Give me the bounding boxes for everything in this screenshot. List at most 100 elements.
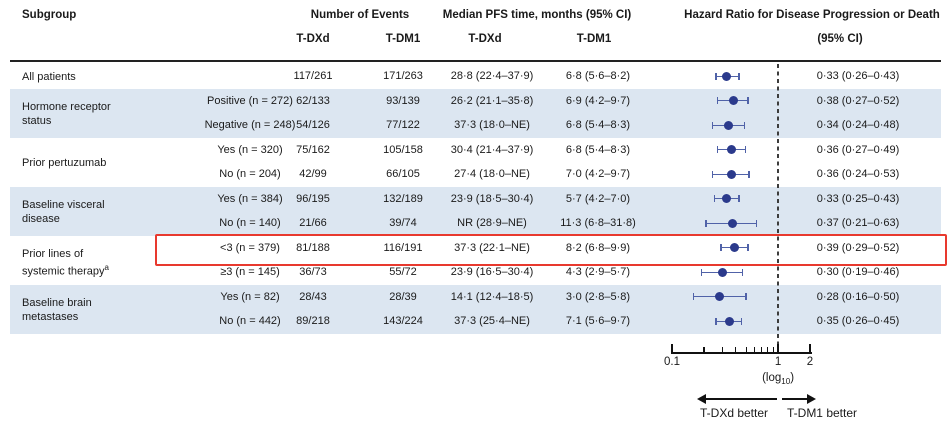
events-tdm1-value: 39/74 xyxy=(389,217,417,229)
subgroup-level-label: Yes (n = 384) xyxy=(217,192,283,205)
ci-cap-high xyxy=(743,121,745,129)
ci-cap-high xyxy=(741,268,743,276)
pfs-tdm1-value: 11·3 (6·8–31·8) xyxy=(560,217,636,229)
pfs-tdxd-value: 27·4 (18·0–NE) xyxy=(454,168,530,180)
hr-point-marker xyxy=(718,267,728,277)
pfs-tdxd-value: 37·3 (25·4–NE) xyxy=(454,315,530,327)
hazard-ratio-value: 0·37 (0·21–0·63) xyxy=(816,217,900,229)
events-tdm1-value: 28/39 xyxy=(389,290,417,303)
pfs-tdm1-value: 8·2 (6·8–9·9) xyxy=(565,241,631,254)
pfs-tdxd-value: NR (28·9–NE) xyxy=(457,217,527,229)
pfs-tdxd-value: 14·1 (12·4–18·5) xyxy=(450,290,534,303)
left-arrow-line xyxy=(706,398,777,400)
ci-cap-low xyxy=(720,244,722,252)
hr-point-marker xyxy=(730,243,740,253)
events-tdxd-value: 42/99 xyxy=(299,168,327,180)
pfs-tdxd-value: 37·3 (18·0–NE) xyxy=(454,119,530,131)
column-header-hazard-ratio: Hazard Ratio for Disease Progression or … xyxy=(684,9,940,21)
pfs-tdm1-value: 7·0 (4·2–9·7) xyxy=(565,168,631,180)
pfs-tdxd-value: 28·8 (22·4–37·9) xyxy=(450,70,534,82)
x-axis-major-tick xyxy=(671,344,673,352)
pfs-tdm1-value: 6·8 (5·6–8·2) xyxy=(565,70,631,82)
events-tdxd-value: 62/133 xyxy=(296,94,330,107)
hazard-ratio-value: 0·28 (0·16–0·50) xyxy=(816,290,900,303)
events-tdxd-value: 117/261 xyxy=(293,70,333,82)
subgroup-label: Prior lines of systemic therapya xyxy=(22,248,109,278)
ci-cap-high xyxy=(744,146,746,154)
events-tdm1-value: 116/191 xyxy=(383,241,423,254)
events-tdm1-value: 132/189 xyxy=(383,192,423,205)
events-tdxd-value: 54/126 xyxy=(296,119,330,131)
subgroup-level-label: Positive (n = 272) xyxy=(207,94,293,107)
subgroup-label: All patients xyxy=(22,71,76,84)
ci-cap-low xyxy=(715,317,717,325)
hr-point-marker xyxy=(722,71,732,81)
ci-cap-high xyxy=(740,317,742,325)
pfs-tdm1-value: 3·0 (2·8–5·8) xyxy=(565,290,631,303)
hazard-ratio-value: 0·36 (0·24–0·53) xyxy=(816,168,900,180)
column-header-events-tdm1: T-DM1 xyxy=(385,33,421,45)
ci-cap-low xyxy=(717,146,719,154)
pfs-tdxd-value: 23·9 (18·5–30·4) xyxy=(450,192,534,205)
subgroup-level-label: <3 (n = 379) xyxy=(220,241,280,254)
hr-point-marker xyxy=(726,145,736,155)
group-band xyxy=(10,186,941,236)
x-axis-minor-tick xyxy=(767,347,769,352)
hr-point-marker xyxy=(722,194,732,204)
x-axis-tick-label: 2 xyxy=(806,356,814,368)
ci-cap-low xyxy=(713,195,715,203)
column-header-subgroup: Subgroup xyxy=(22,9,77,21)
events-tdxd-value: 96/195 xyxy=(296,192,330,205)
pfs-tdm1-value: 6·9 (4·2–9·7) xyxy=(565,94,631,107)
subgroup-level-label: ≥3 (n = 145) xyxy=(220,266,280,278)
events-tdm1-value: 171/263 xyxy=(383,70,423,82)
subgroup-level-label: No (n = 442) xyxy=(219,315,281,327)
pfs-tdm1-value: 6·8 (5·4–8·3) xyxy=(565,119,631,131)
pfs-tdm1-value: 4·3 (2·9–5·7) xyxy=(565,266,631,278)
x-axis-minor-tick xyxy=(722,347,724,352)
subgroup-level-label: Negative (n = 248) xyxy=(204,119,296,131)
tdxd-better-label: T-DXd better xyxy=(699,406,769,420)
ci-cap-high xyxy=(738,195,740,203)
events-tdxd-value: 75/162 xyxy=(296,143,330,156)
events-tdxd-value: 81/188 xyxy=(296,241,330,254)
hr-point-marker xyxy=(726,169,736,179)
x-axis-minor-tick xyxy=(761,347,763,352)
column-header-pfs: Median PFS time, months (95% CI) xyxy=(442,9,632,21)
x-axis-minor-tick xyxy=(735,347,737,352)
pfs-tdxd-value: 23·9 (16·5–30·4) xyxy=(450,266,534,278)
ci-cap-high xyxy=(747,97,749,105)
group-band xyxy=(10,88,941,138)
x-axis-tick-label: 1 xyxy=(774,356,782,368)
x-axis-minor-tick xyxy=(772,347,774,352)
column-header-pfs-tdm1: T-DM1 xyxy=(576,33,612,45)
hazard-ratio-value: 0·38 (0·27–0·52) xyxy=(816,94,900,107)
x-axis-minor-tick xyxy=(703,347,705,352)
events-tdm1-value: 55/72 xyxy=(389,266,417,278)
x-axis-tick-label: 0.1 xyxy=(664,356,680,368)
events-tdxd-value: 89/218 xyxy=(296,315,330,327)
hr-point-marker xyxy=(725,316,735,326)
events-tdm1-value: 143/224 xyxy=(383,315,423,327)
ci-cap-low xyxy=(711,121,714,129)
tdm1-better-label: T-DM1 better xyxy=(786,406,858,420)
footnote-marker: a xyxy=(104,263,109,272)
pfs-tdm1-value: 6·8 (5·4–8·3) xyxy=(565,143,631,156)
ci-cap-high xyxy=(738,72,740,80)
ci-cap-high xyxy=(756,219,758,227)
ci-cap-high xyxy=(745,293,747,301)
x-axis-minor-tick xyxy=(745,347,747,352)
ci-cap-low xyxy=(705,219,707,227)
x-axis-major-tick xyxy=(777,344,779,352)
subgroup-label: Baseline brain metastases xyxy=(22,297,92,323)
hazard-ratio-value: 0·34 (0·24–0·48) xyxy=(816,119,900,131)
column-header-hr-ci: (95% CI) xyxy=(817,33,863,45)
events-tdm1-value: 66/105 xyxy=(386,168,420,180)
right-arrow-line xyxy=(782,398,807,400)
pfs-tdxd-value: 37·3 (22·1–NE) xyxy=(454,241,530,254)
hazard-ratio-value: 0·33 (0·25–0·43) xyxy=(816,192,900,205)
subgroup-level-label: No (n = 204) xyxy=(219,168,281,180)
subgroup-label: Hormone receptor status xyxy=(22,101,111,127)
highlight-box xyxy=(155,234,947,266)
